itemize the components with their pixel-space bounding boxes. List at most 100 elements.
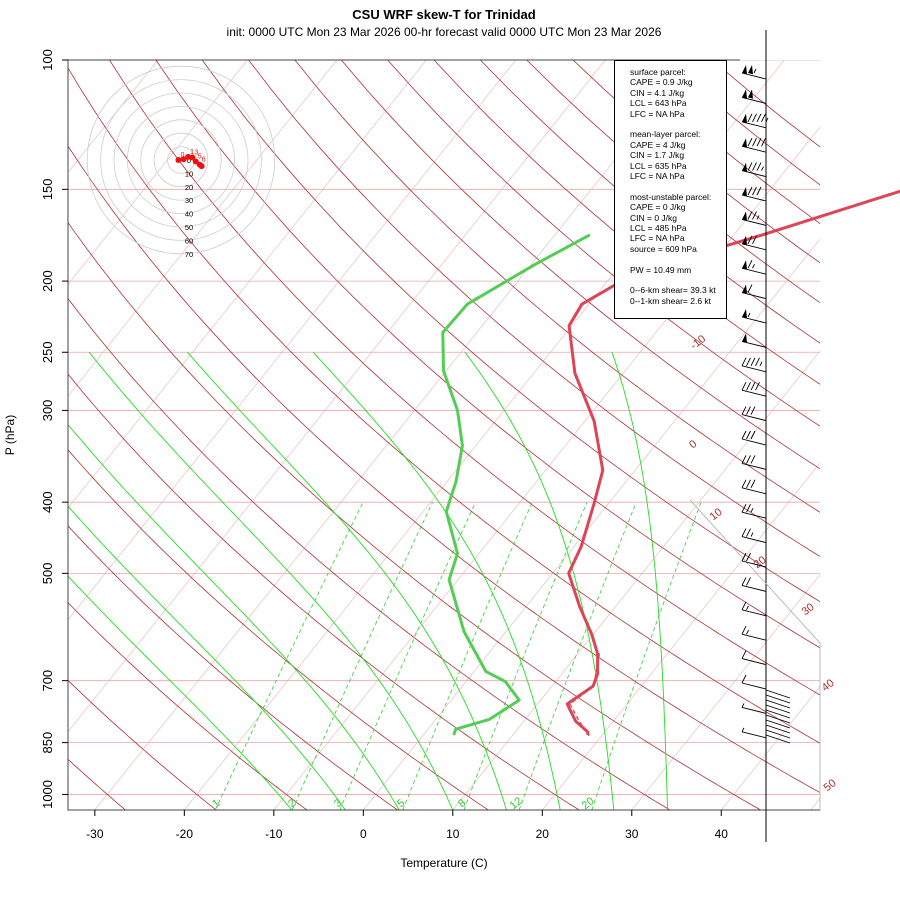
precipitable-water-stats: PW = 10.49 mm — [630, 265, 722, 275]
mixing-ratio-line — [214, 502, 364, 810]
hodograph-ring-label: 10 — [185, 169, 193, 178]
dry-adiabat — [294, 60, 820, 513]
x-tick-label: 40 — [715, 827, 729, 841]
y-axis-label: P (hPa) — [3, 415, 17, 455]
mixing-ratio-label: 1 — [210, 797, 222, 810]
wind-barb — [765, 704, 791, 714]
wind-barb — [741, 625, 767, 641]
isotherm-line — [68, 60, 606, 733]
wind-barb-flag — [742, 89, 753, 99]
wind-barb — [765, 724, 791, 734]
isotherm-line — [94, 60, 696, 810]
stats-line: 0--1-km shear= 2.6 kt — [630, 295, 712, 306]
mixing-ratio-line — [591, 502, 702, 810]
x-tick-label: 30 — [625, 827, 639, 841]
isotherm-line — [68, 60, 427, 509]
moist-adiabat — [68, 423, 400, 810]
barb-panel-diagonal — [689, 499, 821, 810]
stats-line: surface parcel: — [630, 67, 686, 77]
surface-parcel-stats: surface parcel: CAPE = 0.9 J/kg CIN = 4.1 … — [630, 67, 722, 119]
wind-barb — [741, 601, 767, 617]
hodograph-point-label: 0 — [180, 152, 184, 159]
y-tick-label: 1000 — [40, 780, 55, 809]
mixing-ratio-label: 3 — [332, 797, 344, 810]
stats-line: LCL = 485 hPa — [630, 223, 687, 234]
wind-barb-flag — [742, 162, 747, 172]
wind-barb — [741, 340, 767, 348]
stats-line: LCL = 643 hPa — [630, 98, 687, 109]
dry-adiabat — [387, 60, 820, 427]
wind-barb — [741, 528, 767, 544]
hodograph-point-label: 3 — [194, 149, 198, 156]
wind-barb-flag — [742, 284, 747, 294]
y-tick-label: 400 — [40, 491, 55, 513]
most-unstable-parcel-stats: most-unstable parcel: CAPE = 0 J/kg CIN = … — [630, 192, 722, 254]
isotherm-line — [363, 238, 820, 810]
stats-line: LCL = 635 hPa — [630, 160, 687, 171]
y-tick-label: 700 — [40, 670, 55, 692]
stats-line: PW = 10.49 mm — [630, 264, 692, 275]
stats-line: CIN = 0 J/kg — [630, 212, 678, 223]
dry-adiabat — [68, 373, 580, 810]
wind-barb — [741, 284, 767, 300]
moist-adiabat — [88, 352, 454, 810]
hodograph: 0 10 20 30 40 50 60 70 0 1 35 6 — [86, 65, 276, 259]
dry-adiabat-label: 50 — [822, 777, 839, 794]
wind-barb — [765, 689, 791, 699]
parcel-stats-box: surface parcel: CAPE = 0.9 J/kg CIN = 4.1 … — [614, 60, 727, 319]
wind-barb-flag — [742, 138, 747, 148]
isotherm-line — [810, 797, 820, 810]
mixing-ratio-line — [518, 502, 637, 810]
hodograph-point — [175, 157, 182, 163]
wind-barb — [741, 96, 767, 104]
wind-barb — [741, 503, 767, 519]
mixing-ratio-line — [402, 502, 533, 810]
wind-barb — [741, 406, 767, 422]
hodograph-ring-label: 0 — [187, 156, 191, 165]
wind-barb — [741, 455, 767, 470]
wind-barb-flag — [742, 333, 747, 343]
hodograph-ring-label: 30 — [185, 196, 193, 205]
hodograph-ring-label: 20 — [185, 183, 193, 192]
isotherm-line — [68, 60, 517, 621]
dry-adiabat — [433, 60, 820, 385]
wind-barb-flag — [742, 65, 753, 75]
dry-adiabat-label: 10 — [708, 506, 725, 523]
dry-adiabat — [68, 679, 217, 810]
y-tick-label: 200 — [40, 270, 55, 292]
stats-line: 0--6-km shear= 39.3 kt — [630, 285, 716, 296]
stats-line: CAPE = 0.9 J/kg — [630, 77, 693, 88]
dry-adiabat — [68, 758, 126, 810]
wind-barb — [765, 709, 791, 719]
stats-line: LFC = NA hPa — [630, 171, 685, 182]
wind-barb-flag — [742, 211, 747, 221]
x-tick-label: 20 — [536, 827, 550, 841]
moist-adiabat — [611, 352, 669, 810]
wind-barb — [741, 137, 767, 153]
mixing-ratio-line — [463, 502, 588, 810]
wind-barb — [741, 381, 767, 397]
hodograph-point-label: 1 — [190, 149, 194, 156]
moist-adiabat — [187, 352, 507, 810]
wind-barb — [741, 162, 767, 178]
hodograph-point — [192, 158, 199, 165]
dry-adiabat — [340, 60, 820, 470]
mixing-ratio-label: 8 — [456, 797, 468, 810]
hodograph-ring — [100, 79, 262, 241]
chart-subtitle: init: 0000 UTC Mon 23 Mar 2026 00-hr for… — [226, 25, 662, 39]
dry-adiabat — [68, 449, 489, 810]
grid-layer — [68, 60, 820, 810]
dry-adiabat — [68, 297, 671, 810]
dry-adiabat-label: 0 — [687, 438, 699, 451]
dry-adiabat — [109, 60, 820, 696]
moist-adiabat — [68, 505, 346, 810]
hodograph-point-label: 6 — [202, 157, 206, 164]
hodograph-ring — [127, 106, 235, 214]
chart-title: CSU WRF skew-T for Trinidad — [352, 7, 536, 22]
stats-line: CAPE = 4 J/kg — [630, 139, 686, 150]
wind-barb — [741, 703, 767, 714]
hodograph-ring-label: 50 — [185, 223, 193, 232]
stats-line: LFC = NA hPa — [630, 233, 685, 244]
dry-adiabat — [711, 60, 820, 148]
